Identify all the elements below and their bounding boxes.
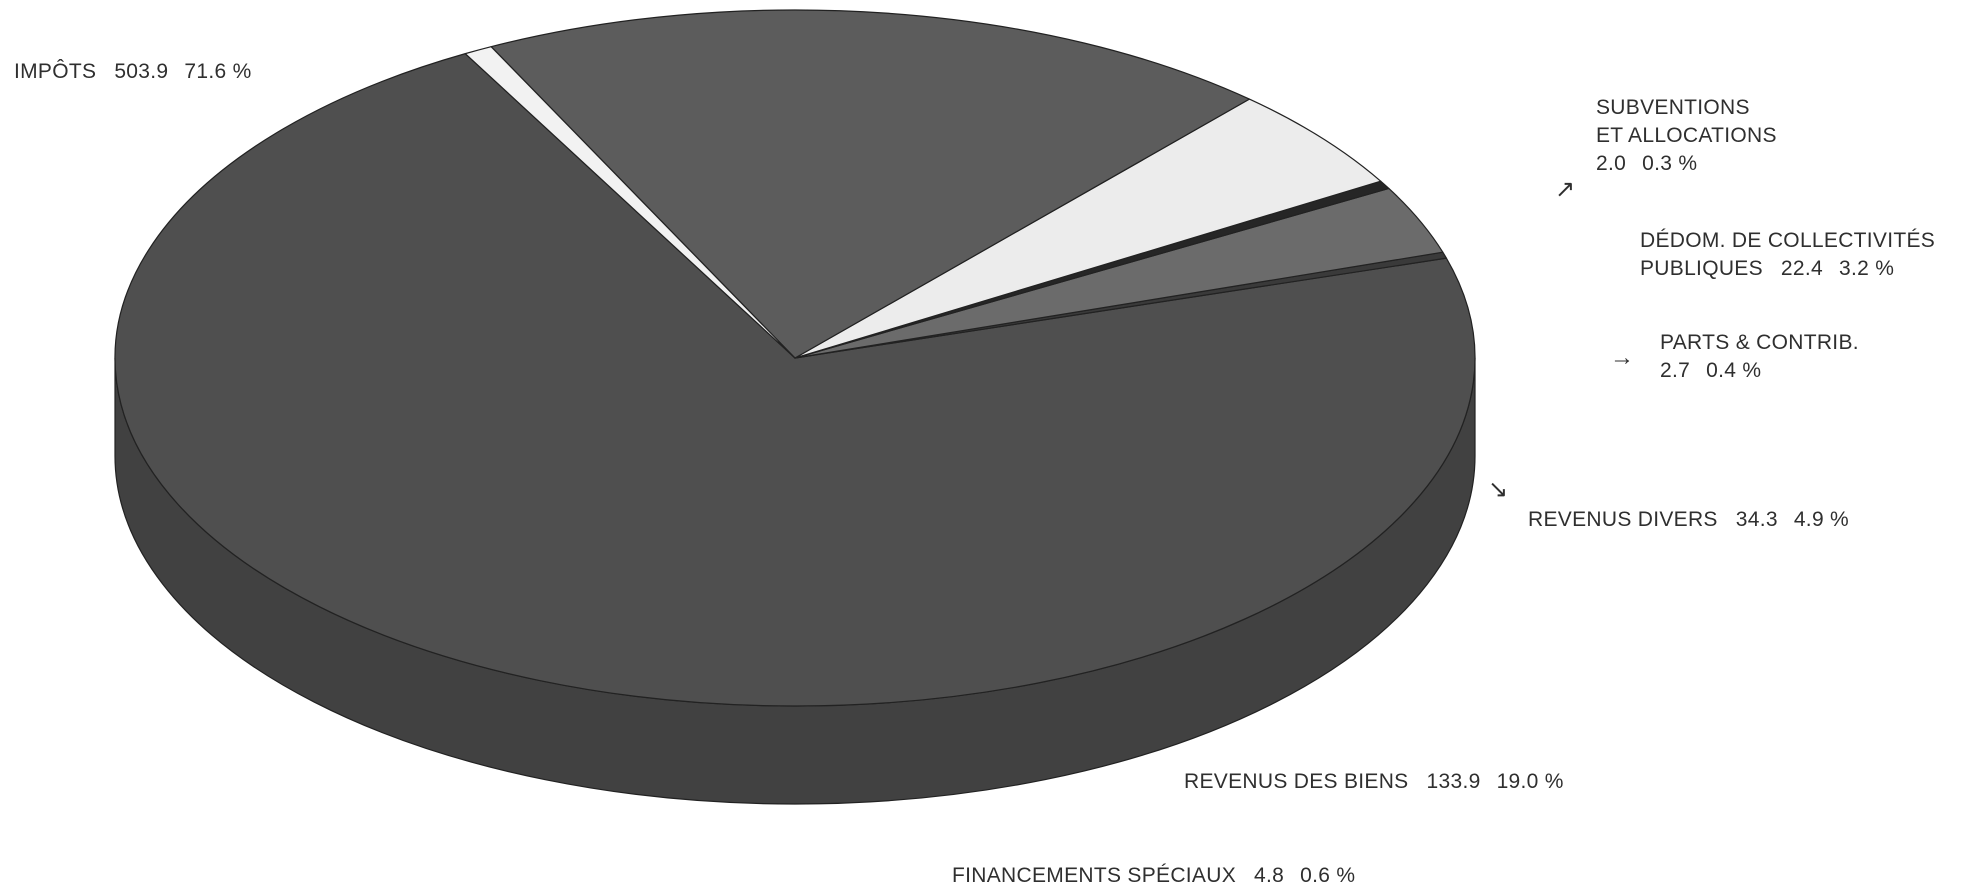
slice-revenus-divers: [794, 98, 1382, 359]
label-revenus-biens-pct: 19.0 %: [1496, 770, 1564, 793]
label-dedom-pct: 3.2 %: [1839, 257, 1895, 280]
label-subventions-value: 2.0: [1596, 152, 1627, 175]
arrow-down-right-icon: ↘: [1488, 476, 1509, 503]
label-revenus-divers-pct: 4.9 %: [1793, 508, 1850, 531]
label-revenus-divers-value: 34.3: [1735, 508, 1778, 531]
arrow-divers: ↘: [1488, 476, 1528, 505]
label-financements-value: 4.8: [1254, 864, 1285, 887]
slice-financements-speciaux: [464, 46, 796, 359]
pie-tops: [114, 9, 1476, 707]
label-parts-value: 2.7: [1660, 359, 1691, 382]
label-impots: IMPÔTS 503.9 71.6 %: [14, 58, 252, 86]
label-revenus-biens-value: 133.9: [1426, 770, 1481, 793]
label-subventions-pct: 0.3 %: [1642, 152, 1698, 175]
slice-revenus-des-biens: [490, 9, 1250, 359]
arrow-parts: →: [1610, 344, 1650, 373]
label-revenus-divers: REVENUS DIVERS 34.3 4.9 %: [1528, 506, 1849, 534]
label-financements: FINANCEMENTS SPÉCIAUX 4.8 0.6 %: [952, 862, 1355, 890]
label-parts-line1: PARTS & CONTRIB.: [1660, 331, 1859, 354]
label-impots-pct: 71.6 %: [184, 60, 252, 83]
label-impots-name: IMPÔTS: [14, 60, 97, 83]
label-revenus-biens: REVENUS DES BIENS 133.9 19.0 %: [1184, 768, 1564, 796]
label-revenus-divers-name: REVENUS DIVERS: [1528, 508, 1718, 531]
label-dedom: DÉDOM. DE COLLECTIVITÉS PUBLIQUES 22.4 3.2…: [1640, 227, 1935, 283]
label-subventions-line1: SUBVENTIONS: [1596, 96, 1750, 119]
arrow-right-icon: →: [1610, 344, 1635, 371]
label-impots-value: 503.9: [114, 60, 169, 83]
label-dedom-line1: DÉDOM. DE COLLECTIVITÉS: [1640, 229, 1936, 252]
label-financements-name: FINANCEMENTS SPÉCIAUX: [952, 864, 1237, 887]
arrow-up-right-icon: ↗: [1555, 176, 1576, 203]
label-subventions: SUBVENTIONS ET ALLOCATIONS 2.0 0.3 %: [1596, 94, 1777, 178]
label-parts: PARTS & CONTRIB. 2.7 0.4 %: [1660, 329, 1859, 385]
label-subventions-line2: ET ALLOCATIONS: [1596, 124, 1777, 147]
arrow-subventions: ↗: [1555, 176, 1595, 205]
label-dedom-line2: PUBLIQUES: [1640, 257, 1763, 280]
slice-impots: [114, 53, 1476, 707]
label-revenus-biens-name: REVENUS DES BIENS: [1184, 770, 1409, 793]
label-financements-pct: 0.6 %: [1300, 864, 1356, 887]
label-dedom-value: 22.4: [1780, 257, 1823, 280]
label-parts-pct: 0.4 %: [1706, 359, 1762, 382]
